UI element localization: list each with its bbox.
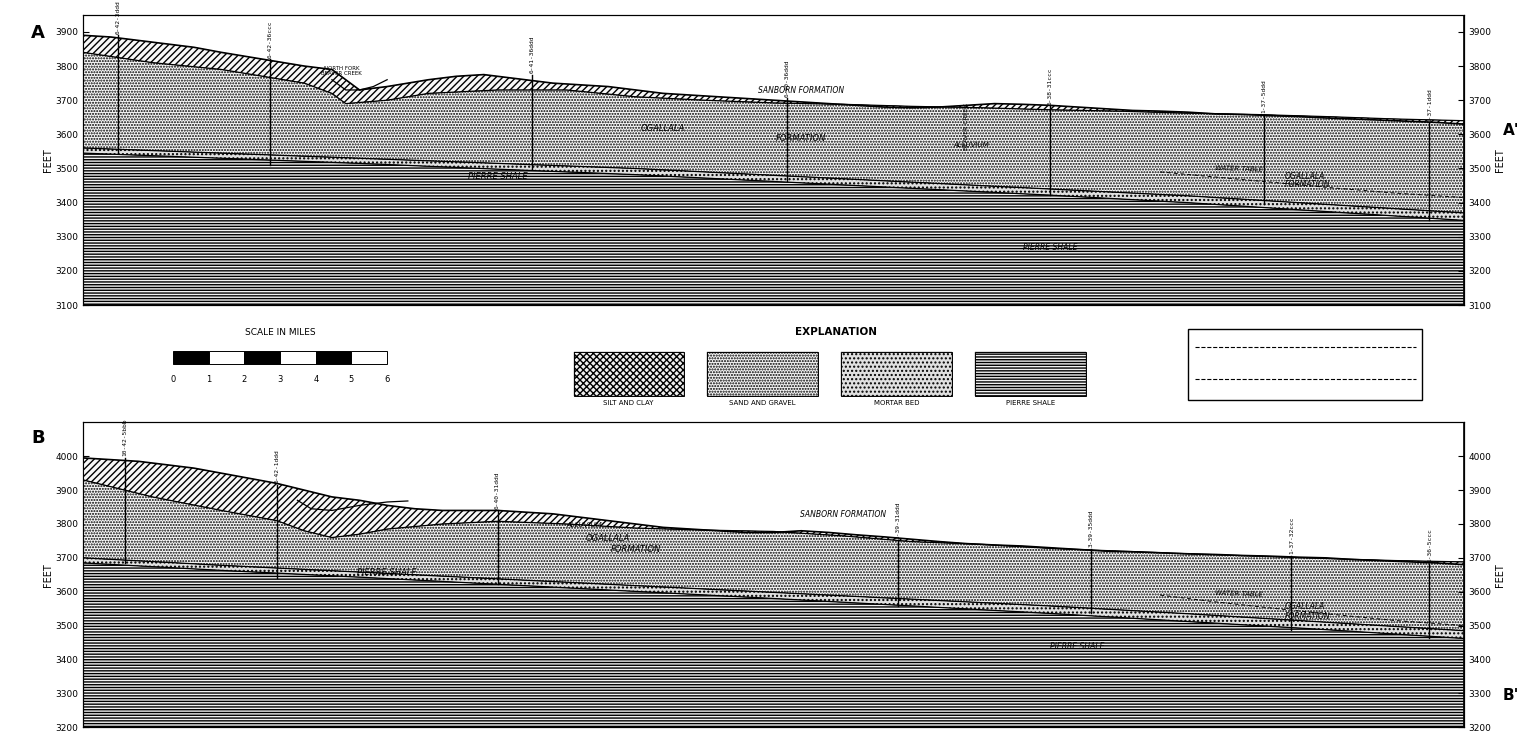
Y-axis label: FEET: FEET — [42, 563, 53, 587]
Text: 3: 3 — [278, 375, 282, 384]
Text: OGALLALA: OGALLALA — [1285, 602, 1324, 611]
Text: PIERRE SHALE: PIERRE SHALE — [467, 171, 528, 181]
Bar — [316, 351, 352, 364]
Text: PIERRE SHALE: PIERRE SHALE — [1022, 243, 1077, 252]
Bar — [573, 352, 684, 396]
Text: A': A' — [1406, 337, 1414, 346]
Text: 3-39-35ddd: 3-39-35ddd — [1089, 510, 1094, 547]
Text: OGALLALA: OGALLALA — [586, 534, 630, 543]
Text: 6-42-1ddd: 6-42-1ddd — [275, 450, 279, 483]
Text: 3-39-31ddd: 3-39-31ddd — [895, 501, 901, 539]
Text: 6-40-36ddd: 6-40-36ddd — [784, 59, 790, 96]
Text: B: B — [30, 429, 44, 447]
Bar — [707, 352, 818, 396]
Text: 6-42-3ddd: 6-42-3ddd — [115, 0, 120, 33]
Text: SHERMAN
COUNTY: SHERMAN COUNTY — [1280, 352, 1330, 374]
Text: 10-42-5bbb: 10-42-5bbb — [123, 418, 127, 456]
Text: FORMATION: FORMATION — [610, 545, 661, 554]
Polygon shape — [83, 153, 1464, 305]
Bar — [209, 351, 244, 364]
Polygon shape — [83, 480, 1464, 631]
Bar — [244, 351, 281, 364]
Polygon shape — [83, 558, 1464, 638]
Text: A: A — [1195, 337, 1201, 346]
Text: 6-42-36ccc: 6-42-36ccc — [267, 20, 272, 58]
Text: FORMATION: FORMATION — [1285, 180, 1330, 189]
Text: 4: 4 — [313, 375, 319, 384]
Text: PIERRE SHALE: PIERRE SHALE — [358, 568, 417, 577]
Text: ALLUVIUM: ALLUVIUM — [953, 142, 989, 148]
Text: PIERRE SHALE: PIERRE SHALE — [1050, 643, 1104, 651]
Text: A': A' — [1502, 123, 1517, 139]
Text: OGALLALA: OGALLALA — [1285, 171, 1324, 181]
Bar — [707, 352, 818, 396]
Text: EXPLANATION: EXPLANATION — [795, 327, 877, 337]
Text: 5: 5 — [349, 375, 353, 384]
Text: MORTAR BED: MORTAR BED — [874, 401, 919, 407]
Polygon shape — [83, 53, 1464, 213]
Text: 1-36-5ccc: 1-36-5ccc — [1427, 528, 1432, 562]
Text: SANBORN FORMATION: SANBORN FORMATION — [799, 510, 886, 519]
Text: WATER TABLE: WATER TABLE — [1215, 590, 1264, 598]
Bar — [975, 352, 1086, 396]
Text: 0: 0 — [170, 375, 176, 384]
Text: OGALLALA: OGALLALA — [642, 124, 686, 133]
Bar — [842, 352, 951, 396]
Text: NORTH FORK
BEAVER CREEK: NORTH FORK BEAVER CREEK — [322, 65, 363, 76]
Polygon shape — [83, 148, 1464, 220]
Text: SANBORN FORMATION: SANBORN FORMATION — [758, 86, 845, 96]
Bar — [842, 352, 951, 396]
Text: B': B' — [1406, 369, 1414, 378]
Text: 1: 1 — [206, 375, 211, 384]
Bar — [281, 351, 316, 364]
Text: SAND AND GRAVEL: SAND AND GRAVEL — [730, 401, 796, 407]
Text: 1-37-32ccc: 1-37-32ccc — [1289, 516, 1294, 554]
Bar — [975, 352, 1086, 396]
Text: FORMATION: FORMATION — [777, 134, 827, 143]
Y-axis label: FEET: FEET — [1494, 563, 1505, 587]
Text: ALLUVIUM: ALLUVIUM — [567, 522, 602, 528]
Text: PIERRE SHALE: PIERRE SHALE — [1006, 401, 1054, 407]
Text: B: B — [1195, 369, 1201, 378]
Bar — [1188, 329, 1423, 401]
Y-axis label: FEET: FEET — [42, 148, 53, 172]
Text: 2: 2 — [241, 375, 247, 384]
Y-axis label: FEET: FEET — [1494, 148, 1505, 172]
Bar — [352, 351, 387, 364]
Polygon shape — [83, 458, 1464, 565]
Bar — [573, 352, 684, 396]
Text: FORMATION: FORMATION — [1285, 612, 1330, 621]
Polygon shape — [83, 36, 1464, 124]
Text: A: A — [30, 24, 46, 42]
Text: 6-40-31ddd: 6-40-31ddd — [495, 471, 501, 509]
Text: 1-37-5ddd: 1-37-5ddd — [1261, 79, 1267, 113]
Text: 6-41-36ddd: 6-41-36ddd — [529, 36, 534, 73]
Bar — [173, 351, 209, 364]
Text: SCALE IN MILES: SCALE IN MILES — [244, 328, 316, 337]
Text: 6-38-31ccc: 6-38-31ccc — [1047, 67, 1053, 105]
Text: SILT AND CLAY: SILT AND CLAY — [604, 401, 654, 407]
Text: B': B' — [1502, 688, 1517, 703]
Text: 6: 6 — [384, 375, 390, 384]
Text: BEAVER CREEK: BEAVER CREEK — [965, 104, 969, 151]
Text: WATER TABLE: WATER TABLE — [1215, 165, 1264, 173]
Polygon shape — [83, 563, 1464, 727]
Text: 1-37-1ddd: 1-37-1ddd — [1427, 88, 1432, 122]
